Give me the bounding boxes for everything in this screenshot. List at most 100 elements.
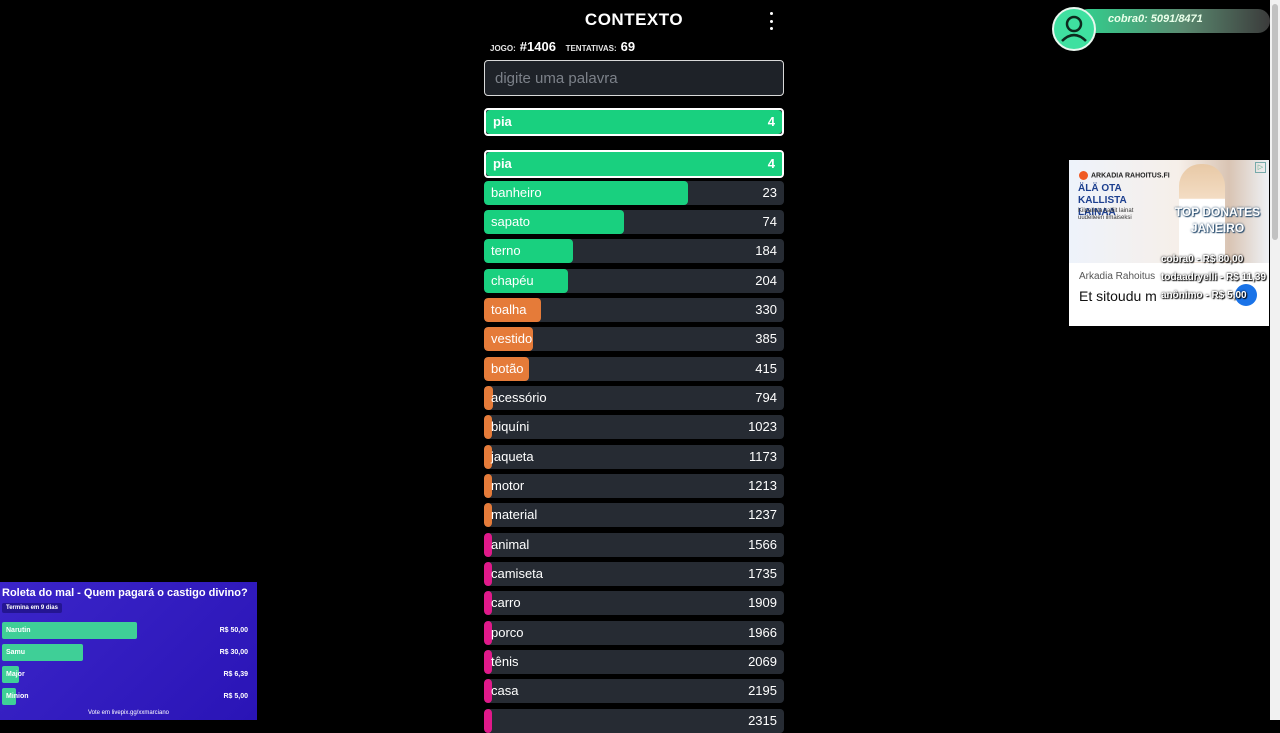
guess-word: biquíni	[491, 419, 530, 434]
roulette-item-bar	[2, 666, 20, 683]
guess-proximity-bar	[484, 239, 574, 263]
guess-rank: 330	[755, 302, 777, 317]
roulette-item-bar	[2, 644, 84, 661]
ad-brand: ARKADIA RAHOITUS.FI	[1079, 171, 1170, 180]
donates-title-line1: TOP DONATES	[1174, 205, 1261, 219]
guess-word: chapéu	[491, 273, 534, 288]
guess-word: material	[491, 507, 538, 522]
more-options-icon[interactable]	[766, 12, 776, 30]
roulette-item-name: Minion	[6, 693, 29, 700]
roulette-vote-text: Vote em livepix.gg/xxmarciano	[87, 710, 170, 716]
guess-proximity-bar	[484, 269, 568, 293]
roulette-item-amount: R$ 30,00	[219, 649, 248, 656]
guess-row: material 1237	[484, 503, 784, 527]
guess-row: animal 1566	[484, 533, 784, 557]
game-stats: JOGO: #1406 TENTATIVAS: 69	[490, 39, 641, 54]
guess-row: chapéu 204	[484, 269, 784, 293]
guess-rank: 385	[755, 331, 777, 346]
guess-row: casa 2195	[484, 679, 784, 703]
guess-rank: 415	[755, 361, 777, 376]
roulette-ends-badge: Termina em 9 dias	[2, 603, 62, 613]
guess-word: casa	[491, 683, 519, 698]
roulette-item: Samu R$ 30,00	[2, 644, 248, 661]
guess-proximity-bar	[484, 503, 492, 527]
ad-open-button[interactable]	[1235, 284, 1257, 306]
guess-proximity-bar	[484, 621, 492, 645]
guess-rank: 1735	[748, 566, 777, 581]
guess-input[interactable]	[484, 60, 784, 96]
guess-rank: 184	[755, 243, 777, 258]
ad-choices-icon[interactable]: ▷	[1255, 162, 1266, 173]
attempts-label: TENTATIVAS:	[565, 44, 617, 53]
scrollbar-thumb[interactable]	[1272, 4, 1278, 240]
guess-row: botão 415	[484, 357, 784, 381]
roulette-item: Narutin R$ 50,00	[2, 622, 248, 639]
roulette-item-amount: R$ 5,00	[223, 693, 248, 700]
roulette-item-name: Narutin	[6, 627, 31, 634]
guess-word: animal	[491, 537, 530, 552]
page-title: CONTEXTO	[584, 10, 684, 29]
guess-rank: 74	[762, 214, 777, 229]
advertisement[interactable]: ARKADIA RAHOITUS.FI ÄLÄ OTA KALLISTA LAI…	[1069, 160, 1269, 326]
guess-row: acessório 794	[484, 386, 784, 410]
guess-proximity-bar	[486, 152, 782, 176]
guess-rank: 23	[762, 185, 777, 200]
roulette-item: Minion R$ 5,00	[2, 688, 248, 705]
roulette-item: Major R$ 6,39	[2, 666, 248, 683]
viewer-progress-pill	[1076, 9, 1270, 33]
ad-headline: ÄLÄ OTA KALLISTA LAINAA	[1078, 183, 1127, 218]
roulette-overlay: Roleta do mal - Quem pagará o castigo di…	[0, 582, 257, 720]
game-number: #1406	[519, 39, 556, 54]
donates-title-line2: JANEIRO	[1190, 221, 1245, 235]
guess-proximity-bar	[484, 210, 624, 234]
viewer-text: cobra0: 5091/8471	[1108, 13, 1203, 25]
guess-proximity-bar	[484, 415, 492, 439]
donor-item: cobra0 - R$ 80,00	[1161, 254, 1244, 265]
guess-row: camiseta 1735	[484, 562, 784, 586]
guess-proximity-bar	[484, 679, 492, 703]
guess-row: toalha 330	[484, 298, 784, 322]
guess-row: tênis 2069	[484, 650, 784, 674]
roulette-item-amount: R$ 50,00	[219, 627, 248, 634]
last-guess-rank: 4	[767, 114, 775, 129]
roulette-item-bar	[2, 688, 16, 705]
guess-row: motor 1213	[484, 474, 784, 498]
attempts-count: 69	[620, 39, 636, 54]
last-guess-word: pia	[493, 114, 512, 129]
guess-proximity-bar	[484, 591, 492, 615]
donor-item: todaadryelli - R$ 11,39	[1161, 272, 1267, 283]
game-label: JOGO:	[490, 44, 516, 53]
guess-proximity-bar	[484, 298, 542, 322]
guess-row: carro 1909	[484, 591, 784, 615]
guess-rank: 1237	[748, 507, 777, 522]
guess-rank: 1566	[748, 537, 777, 552]
guess-word: camiseta	[491, 566, 544, 581]
guess-rank: 794	[755, 390, 777, 405]
guess-word: toalha	[491, 302, 527, 317]
guess-proximity-bar	[484, 386, 493, 410]
guess-row: jaqueta 1173	[484, 445, 784, 469]
guess-proximity-bar	[484, 533, 492, 557]
ad-person-image	[1179, 164, 1225, 262]
guess-proximity-bar	[484, 650, 492, 674]
donor-item: anônimo - R$ 5,00	[1161, 290, 1247, 301]
guess-word: sapato	[491, 214, 531, 229]
roulette-item-amount: R$ 6,39	[223, 671, 248, 678]
roulette-item-name: Samu	[6, 649, 26, 656]
guess-word: pia	[493, 156, 512, 171]
guess-word: tênis	[491, 654, 519, 669]
guess-row: 2315	[484, 709, 784, 733]
guess-rank: 2315	[748, 713, 777, 728]
guess-word: carro	[491, 595, 521, 610]
guess-proximity-bar	[484, 357, 529, 381]
guess-rank: 1173	[749, 449, 777, 464]
guess-row: sapato 74	[484, 210, 784, 234]
guess-word: vestido	[491, 331, 533, 346]
guess-proximity-bar	[484, 474, 492, 498]
roulette-item-bar	[2, 622, 138, 639]
ad-advertiser: Arkadia Rahoitus	[1079, 271, 1156, 282]
last-guess-bar	[486, 110, 782, 134]
page-scrollbar[interactable]	[1270, 0, 1280, 720]
ad-title: Et sitoudu m	[1079, 288, 1157, 304]
guess-word: botão	[491, 361, 524, 376]
